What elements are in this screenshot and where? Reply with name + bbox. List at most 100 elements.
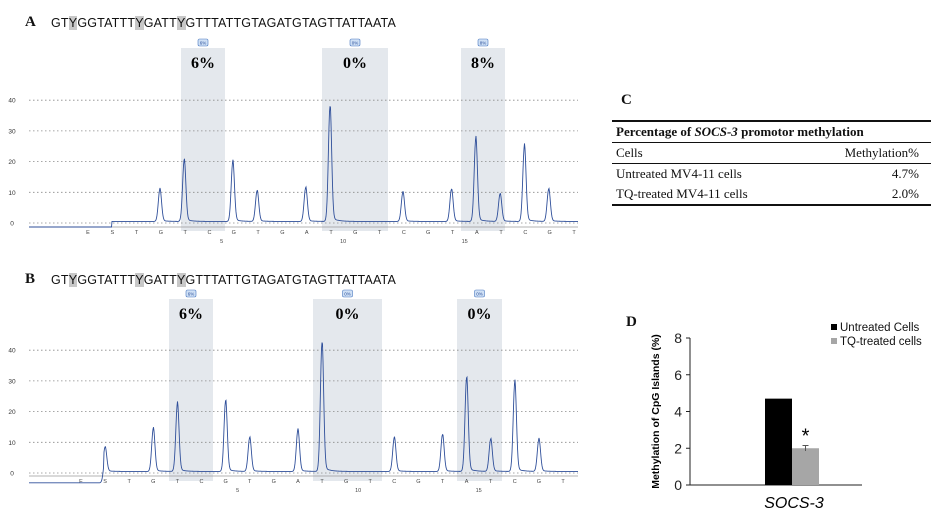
position-tick-label: 15	[462, 239, 468, 245]
methylation-percent-label: 0%	[468, 306, 492, 323]
methylation-table: Percentage of SOCS-3 promotor methylatio…	[612, 120, 931, 206]
y-tick-label: 30	[8, 378, 16, 385]
y-tick-label: 10	[8, 190, 16, 197]
pyrogram-trace	[29, 106, 578, 228]
col-header-cells: Cells	[612, 142, 806, 164]
legend-label: TQ-treated cells	[840, 336, 922, 348]
methylation-percent-label: 6%	[191, 55, 215, 72]
y-tick-label: 4	[674, 404, 682, 420]
table-row: Untreated MV4-11 cells 4.7%	[612, 164, 931, 185]
dispensation-label: A	[465, 479, 469, 485]
panel-a-pyrogram: 6% 6% 0% 0% 8% 8% 0 10 20 30 40 E S T G T C G T G A T G T C G T A T C…	[8, 38, 578, 245]
methylation-percent-label: 0%	[336, 306, 360, 323]
legend-swatch	[831, 338, 837, 344]
dispensation-label: T	[135, 230, 139, 236]
dispensation-label: T	[184, 230, 188, 236]
variable-site: Y	[68, 273, 78, 287]
y-tick-label: 2	[674, 440, 682, 456]
table-title: Percentage of SOCS-3 promotor methylatio…	[612, 120, 931, 143]
percent-badge-label: 0%	[476, 291, 483, 296]
dispensation-label: G	[232, 230, 236, 236]
row-cells: Untreated MV4-11 cells	[616, 166, 742, 181]
cpg-region-shade	[313, 299, 382, 481]
variable-site: Y	[176, 273, 186, 287]
panel-a-sequence: GTYGGTATTTYGATTYGTTTATTGTAGATGTAGTTATTAA…	[51, 16, 396, 30]
dispensation-label: T	[499, 230, 503, 236]
dispensation-label: T	[451, 230, 455, 236]
sequence-segment: GGTATTT	[77, 273, 136, 287]
row-value: 4.7%	[891, 166, 919, 181]
sequence-segment: GATT	[143, 273, 177, 287]
y-tick-label: 0	[10, 471, 14, 478]
dispensation-label: G	[344, 479, 348, 485]
dispensation-label: G	[548, 230, 552, 236]
y-tick-label: 20	[8, 159, 16, 166]
y-tick-label: 0	[10, 221, 14, 228]
cpg-region-shade	[169, 299, 213, 481]
pyrogram-trace	[29, 342, 578, 484]
panel-b-letter: B	[25, 271, 36, 287]
percent-badge-label: 6%	[188, 291, 195, 296]
variable-site: Y	[68, 16, 78, 30]
dispensation-label: T	[320, 479, 324, 485]
percent-badge	[197, 38, 209, 47]
percent-badge-label: 8%	[480, 40, 487, 45]
panel-d-bar-chart: 0 2 4 6 8 Methylation of CpG Islands (%) * SOCS…	[650, 322, 922, 512]
legend-label: Untreated Cells	[840, 322, 920, 334]
dispensation-label: A	[475, 230, 479, 236]
dispensation-label: C	[402, 230, 406, 236]
cpg-region-shade	[181, 48, 225, 231]
x-axis-category-label: SOCS-3	[764, 495, 824, 512]
dispensation-label: A	[305, 230, 309, 236]
dispensation-label: G	[280, 230, 284, 236]
percent-badge	[349, 38, 361, 47]
y-tick-label: 20	[8, 409, 16, 416]
methylation-percent-label: 0%	[343, 55, 367, 72]
col-header-methylation: Methylation%	[805, 142, 931, 164]
dispensation-label: G	[272, 479, 276, 485]
table-header-row: Cells Methylation%	[612, 142, 931, 164]
panel-d-letter: D	[626, 314, 637, 330]
variable-site: Y	[135, 16, 144, 30]
dispensation-label: C	[208, 230, 212, 236]
y-tick-label: 30	[8, 128, 16, 135]
position-tick-label: 5	[236, 488, 239, 494]
y-tick-label: 6	[674, 367, 682, 383]
dispensation-label: G	[416, 479, 420, 485]
cpg-region-shade	[457, 299, 502, 481]
dispensation-label: T	[441, 479, 445, 485]
dispensation-label: G	[223, 479, 227, 485]
dispensation-label: C	[392, 479, 396, 485]
panel-b-sequence: GTYGGTATTTYGATTYGTTTATTGTAGATGTAGTTATTAA…	[51, 273, 396, 287]
position-tick-label: 15	[476, 488, 482, 494]
dispensation-label: T	[248, 479, 252, 485]
y-axis-label: Methylation of CpG Islands (%)	[650, 334, 662, 489]
significance-marker: *	[802, 425, 810, 447]
sequence-segment: GTTTATTGTAGATGTAGTTATTAATA	[185, 273, 396, 287]
dispensation-label: G	[151, 479, 155, 485]
dispensation-label: G	[353, 230, 357, 236]
sequence-segment: GT	[51, 273, 69, 287]
row-value: 2.0%	[805, 184, 931, 206]
percent-badge-label: 0%	[352, 40, 359, 45]
variable-site: Y	[176, 16, 186, 30]
dispensation-label: A	[296, 479, 300, 485]
y-tick-label: 10	[8, 440, 16, 447]
percent-badge-label: 6%	[200, 40, 207, 45]
bar-tq-treated	[792, 448, 819, 485]
cpg-region-shade	[461, 48, 505, 231]
dispensation-label: S	[110, 230, 114, 236]
dispensation-label: T	[256, 230, 260, 236]
methylation-percent-label: 8%	[471, 55, 495, 72]
cpg-region-shade	[322, 48, 388, 231]
dispensation-label: G	[159, 230, 163, 236]
dispensation-label: T	[369, 479, 373, 485]
row-cells: TQ-treated MV4-11 cells	[612, 184, 806, 206]
sequence-segment: GGTATTT	[77, 16, 136, 30]
dispensation-label: E	[79, 479, 83, 485]
dispensation-label: C	[523, 230, 527, 236]
percent-badge	[474, 289, 485, 298]
dispensation-label: G	[537, 479, 541, 485]
y-tick-label: 8	[674, 330, 682, 346]
bar-untreated	[765, 398, 792, 485]
